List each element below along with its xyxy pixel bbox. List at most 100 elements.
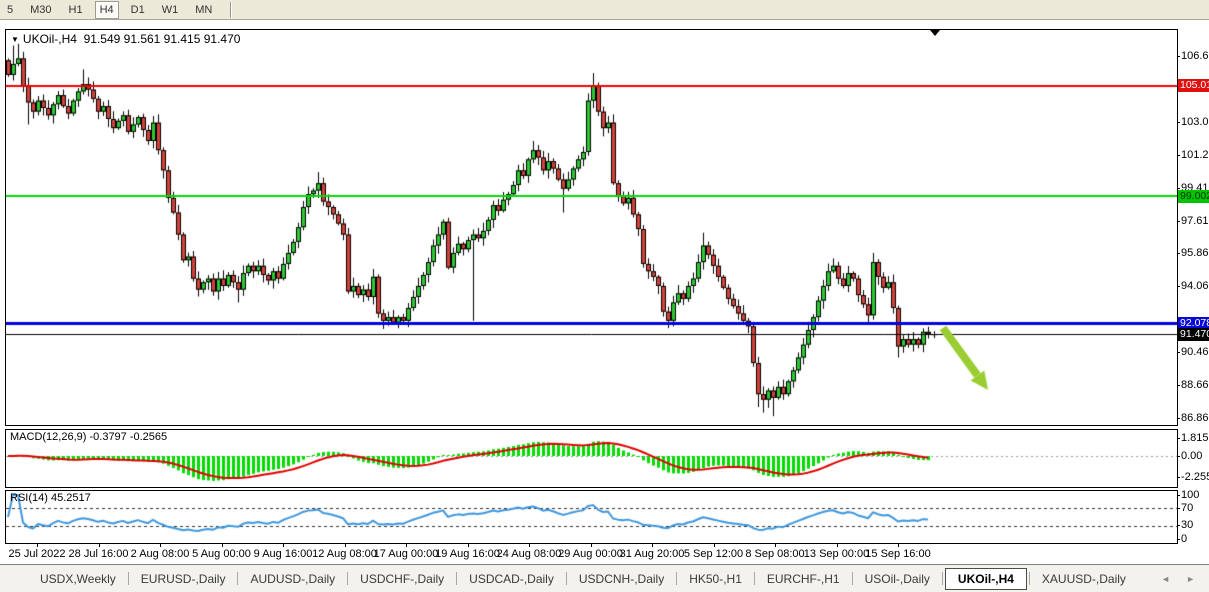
timeframe-button-m30[interactable]: M30 [30, 3, 52, 16]
timeframe-button-mn[interactable]: MN [195, 3, 213, 16]
rsi-title-row: RSI(14) 45.2517 [10, 492, 91, 504]
tab-divider [127, 572, 129, 585]
rsi-value: 45.2517 [50, 492, 91, 504]
chart-tabs-bar: USDX,Weekly EURUSD-,Daily AUDUSD-,Daily USD… [0, 564, 1209, 592]
macd-panel: MACD(12,26,9) -0.3797 -0.2565 [5, 429, 1178, 488]
time-tick-mark [836, 544, 838, 547]
toolbar-separator [230, 1, 233, 18]
main-chart-canvas[interactable] [6, 30, 1177, 425]
chart-tab-eurchf-h1[interactable]: EURCHF-,H1 [766, 571, 840, 586]
time-tick-mark [652, 544, 653, 547]
time-tick-mark [713, 544, 715, 547]
scroll-to-latest-icon[interactable] [930, 30, 940, 36]
tab-divider [676, 572, 678, 585]
price-line-badge-last-price-line: 91.470 [1178, 327, 1209, 341]
time-tick-label: 28 Jul 16:00 [68, 548, 129, 560]
chart-symbol-title: UKOil-,H4 [22, 32, 77, 46]
time-tick-label: 25 Jul 2022 [8, 548, 66, 560]
time-tick-label: 12 Aug 08:00 [312, 548, 377, 560]
tab-divider [753, 572, 755, 585]
time-tick-label: 5 Sep 12:00 [683, 548, 744, 560]
time-axis: 25 Jul 2022 28 Jul 16:00 2 Aug 08:00 5 Aug … [5, 544, 1178, 563]
tab-divider [456, 572, 458, 585]
macd-tick-label: 1.8155 [1177, 432, 1209, 445]
tabs-scroll-arrows: ◄ ► [1161, 574, 1195, 584]
tab-divider [237, 572, 239, 585]
rsi-panel: RSI(14) 45.2517 [5, 490, 1178, 544]
chart-tab-usoil-daily[interactable]: USOil-,Daily [864, 571, 930, 586]
price-tick-label: 103.010 [1177, 116, 1209, 129]
macd-axis: 1.8155 0.00 -2.2551 [1176, 430, 1209, 487]
price-tick-label: 94.060 [1177, 280, 1209, 293]
chart-collapse-icon[interactable]: ▼ [11, 35, 19, 44]
price-line-badge-support-line: 92.078 [1178, 316, 1209, 330]
rsi-tick-label: 0 [1176, 532, 1188, 545]
chart-tab-usdx-weekly[interactable]: USDX,Weekly [40, 571, 116, 586]
time-tick-mark [898, 544, 899, 547]
chart-tab-eurusd-daily[interactable]: EURUSD-,Daily [140, 571, 226, 586]
time-tick-mark [590, 544, 592, 547]
price-tick-label: 106.610 [1177, 50, 1209, 63]
time-tick-label: 9 Aug 16:00 [253, 548, 313, 560]
macd-values: -0.3797 -0.2565 [89, 431, 168, 443]
time-tick-mark [467, 544, 469, 547]
time-tick-label: 2 Aug 08:00 [130, 548, 190, 560]
rsi-title: RSI(14) [10, 492, 48, 504]
time-tick-label: 15 Sep 16:00 [865, 548, 931, 560]
chart-title-row: ▼ UKOil-,H4 91.549 91.561 91.415 91.470 [11, 32, 240, 46]
time-tick-label: 24 Aug 08:00 [496, 548, 562, 560]
tab-divider [565, 572, 567, 585]
chart-tab-usdcnh-daily[interactable]: USDCNH-,Daily [578, 571, 665, 586]
price-line-badge-resistance-line: 105.015 [1178, 79, 1209, 93]
timeframe-button-d1[interactable]: D1 [130, 3, 145, 16]
time-tick-label: 13 Sep 00:00 [803, 548, 870, 560]
tab-divider [851, 572, 853, 585]
time-tick-mark [221, 544, 223, 547]
rsi-axis: 100 70 30 0 [1176, 488, 1209, 545]
time-tick-mark [344, 544, 346, 547]
macd-title-row: MACD(12,26,9) -0.3797 -0.2565 [10, 431, 167, 443]
time-tick-label: 5 Aug 00:00 [192, 548, 251, 560]
chart-tab-ukoil-h4[interactable]: UKOil-,H4 [944, 567, 1027, 590]
chart-tabs: USDX,Weekly EURUSD-,Daily AUDUSD-,Daily USD… [30, 567, 1136, 590]
price-axis: 106.610103.010101.21099.41097.61095.8609… [1177, 30, 1209, 425]
time-tick-label: 29 Aug 00:00 [558, 548, 623, 560]
tabs-scroll-right-icon[interactable]: ► [1186, 573, 1195, 584]
price-tick-label: 101.210 [1177, 149, 1209, 162]
price-tick-label: 86.860 [1177, 412, 1209, 425]
time-tick-mark [406, 544, 407, 547]
tabs-scroll-left-icon[interactable]: ◄ [1161, 573, 1171, 584]
timeframe-toolbar-buttons: 5 M30 H1 H4 D1 W1 MN [2, 0, 224, 19]
price-tick-label: 95.860 [1177, 247, 1209, 260]
rsi-tick-label: 30 [1176, 519, 1194, 532]
main-chart-panel: ▼ UKOil-,H4 91.549 91.561 91.415 91.470 [5, 29, 1178, 426]
time-tick-label: 31 Aug 20:00 [619, 548, 685, 560]
macd-tick-label: 0.00 [1176, 449, 1203, 462]
price-tick-label: 97.610 [1177, 215, 1209, 228]
chart-ohlc-values: 91.549 91.561 91.415 91.470 [83, 32, 241, 46]
timeframe-button-h4[interactable]: H4 [94, 0, 119, 19]
chart-tab-xauusd-daily[interactable]: XAUUSD-,Daily [1041, 571, 1126, 586]
macd-canvas [6, 430, 1177, 487]
chart-tab-usdchf-daily[interactable]: USDCHF-,Daily [360, 571, 445, 586]
time-tick-mark [529, 544, 530, 547]
price-tick-label: 90.460 [1177, 346, 1209, 359]
chart-tab-usdcad-daily[interactable]: USDCAD-,Daily [469, 571, 554, 586]
time-tick-label: 8 Sep 08:00 [745, 548, 805, 560]
chart-tab-audusd-daily[interactable]: AUDUSD-,Daily [250, 571, 336, 586]
timeframe-button-w1[interactable]: W1 [161, 3, 179, 16]
chart-tab-hk50-h1[interactable]: HK50-,H1 [689, 571, 742, 586]
rsi-canvas [6, 491, 1177, 543]
price-line-badge-mid-resistance-line: 99.002 [1178, 189, 1209, 203]
macd-title: MACD(12,26,9) [10, 431, 87, 443]
rsi-tick-label: 70 [1176, 501, 1194, 514]
timeframe-button-h1[interactable]: H1 [68, 3, 83, 16]
timeframe-toolbar: 5 M30 H1 H4 D1 W1 MN [0, 0, 1209, 20]
macd-tick-label: -2.2551 [1176, 471, 1209, 484]
tab-divider [941, 572, 943, 585]
rsi-tick-label: 100 [1176, 488, 1200, 501]
time-tick-mark [283, 544, 284, 547]
time-tick-mark [775, 544, 776, 547]
timeframe-button-5[interactable]: 5 [7, 3, 14, 16]
tab-divider [347, 572, 349, 585]
